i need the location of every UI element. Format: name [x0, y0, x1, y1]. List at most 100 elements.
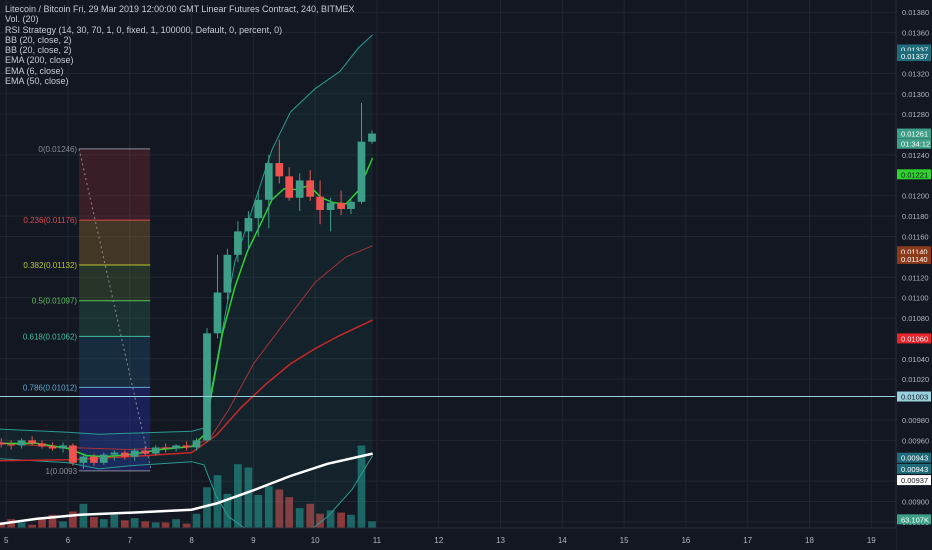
- price-tick-label: 0.01120: [902, 273, 929, 282]
- fib-level-label: 0(0.01246): [38, 145, 77, 154]
- price-badge: [897, 391, 931, 402]
- indicator-bb-1[interactable]: BB (20, close, 2): [5, 34, 72, 45]
- candle-body: [234, 231, 242, 255]
- price-badge: [897, 514, 931, 525]
- candle-body: [337, 202, 345, 209]
- indicator-rsi-strategy[interactable]: RSI Strategy (14, 30, 70, 1, 0, fixed, 1…: [5, 24, 283, 35]
- volume-bar: [254, 495, 263, 528]
- volume-bar: [326, 510, 335, 528]
- indicator-bb-2[interactable]: BB (20, close, 2): [5, 45, 72, 56]
- candle-body: [161, 447, 170, 449]
- candle-body: [130, 450, 139, 457]
- fib-level-label: 0.382(0.01132): [23, 261, 77, 270]
- volume-bar: [357, 445, 366, 528]
- ema-50-line: [0, 319, 373, 462]
- volume-bar: [130, 518, 139, 528]
- time-tick-label: 10: [311, 536, 320, 545]
- time-axis[interactable]: 5 6 7 8 9 10 11 12 13 14 15 16 17 18 19: [0, 527, 896, 550]
- candle-body: [368, 133, 376, 142]
- candle-body: [38, 443, 46, 447]
- price-tick-label: 0.01080: [902, 314, 929, 323]
- candle-body: [28, 440, 36, 444]
- volume-bar: [48, 514, 57, 528]
- indicator-ema-200[interactable]: EMA (200, close): [5, 55, 74, 66]
- volume-bar: [337, 512, 345, 528]
- fib-level-label: 0.236(0.01176): [23, 216, 77, 225]
- price-badge: [897, 128, 931, 139]
- price-badge: [897, 463, 931, 474]
- candle-body: [275, 163, 284, 177]
- fib-zone: [79, 265, 151, 301]
- price-badge: [897, 475, 931, 486]
- price-badge: [897, 169, 931, 180]
- time-tick-label: 16: [681, 536, 690, 545]
- volume-bar: [182, 523, 191, 528]
- volume-bar: [110, 514, 119, 528]
- price-tick-label: 0.01360: [902, 29, 929, 38]
- time-tick-label: 19: [867, 536, 876, 545]
- volume-bar: [161, 522, 170, 528]
- price-badge-label: 0.01337: [901, 45, 928, 54]
- bb-basis-line: [0, 245, 373, 451]
- price-badge: [897, 51, 931, 62]
- time-tick-label: 13: [496, 536, 505, 545]
- bb-fill: [0, 34, 373, 541]
- candle-body: [264, 163, 273, 200]
- fib-zone: [79, 336, 151, 388]
- candle-body: [357, 141, 366, 202]
- candle-body: [99, 454, 108, 463]
- price-badge: [897, 246, 931, 257]
- candle-body: [69, 445, 77, 463]
- candle-body: [203, 333, 211, 441]
- candle-body: [182, 445, 191, 448]
- price-badge-label: 0.00937: [901, 476, 928, 485]
- candle-body: [79, 456, 88, 463]
- indicator-volume[interactable]: Vol. (20): [5, 14, 39, 25]
- price-tick-label: 0.01180: [902, 212, 929, 221]
- indicator-ema-50[interactable]: EMA (50, close): [5, 76, 69, 87]
- volume-bar: [316, 513, 324, 528]
- volume-bar: [59, 521, 67, 528]
- volume-bar: [28, 524, 36, 528]
- volume-bar: [172, 519, 180, 528]
- price-badge-label: 0.01003: [901, 393, 928, 402]
- candle-body: [7, 444, 15, 446]
- fib-level-label: 1(0.0093: [46, 467, 78, 476]
- candle-body: [0, 442, 6, 445]
- candlesticks: [0, 102, 376, 469]
- candle-body: [172, 445, 180, 449]
- candle-body: [151, 447, 160, 454]
- time-tick-label: 14: [558, 536, 567, 545]
- candle-body: [347, 201, 355, 209]
- candle-body: [285, 176, 294, 198]
- candle-body: [192, 440, 201, 448]
- fib-zone: [79, 220, 151, 266]
- candle-body: [213, 292, 222, 334]
- fibonacci-retracement[interactable]: 0(0.01246) 0.236(0.01176) 0.382(0.01132) 0.…: [23, 145, 152, 476]
- volume-bar: [347, 514, 355, 528]
- bb-upper-line: [0, 34, 373, 435]
- volume-bar: [368, 521, 376, 528]
- fib-level-label: 0.786(0.01012): [23, 383, 78, 392]
- candle-body: [326, 202, 335, 210]
- price-tick-label: 0.01200: [902, 192, 929, 201]
- candle-body: [17, 440, 26, 446]
- indicator-ema-6[interactable]: EMA (6, close): [5, 65, 64, 76]
- price-badge-label: 0.01140: [901, 247, 928, 256]
- volume-bar: [223, 493, 232, 528]
- volume-bar: [192, 513, 201, 528]
- volume-bar: [151, 522, 160, 528]
- candle-body: [90, 456, 98, 463]
- volume-bar: [213, 475, 222, 528]
- volume-bar: [90, 517, 98, 528]
- time-tick-label: 7: [128, 536, 133, 545]
- time-tick-label: 12: [434, 536, 443, 545]
- symbol-title: Litecoin / Bitcoin Fri, 29 Mar 2019 12:0…: [5, 4, 355, 14]
- ema-6-line: [0, 157, 374, 458]
- price-badge-label: 0.00943: [901, 465, 928, 474]
- volume-bar: [69, 511, 77, 528]
- price-badge-label: 63.107K: [901, 515, 929, 524]
- price-badge-label: 0.01140: [901, 255, 928, 264]
- candle-body: [295, 180, 304, 198]
